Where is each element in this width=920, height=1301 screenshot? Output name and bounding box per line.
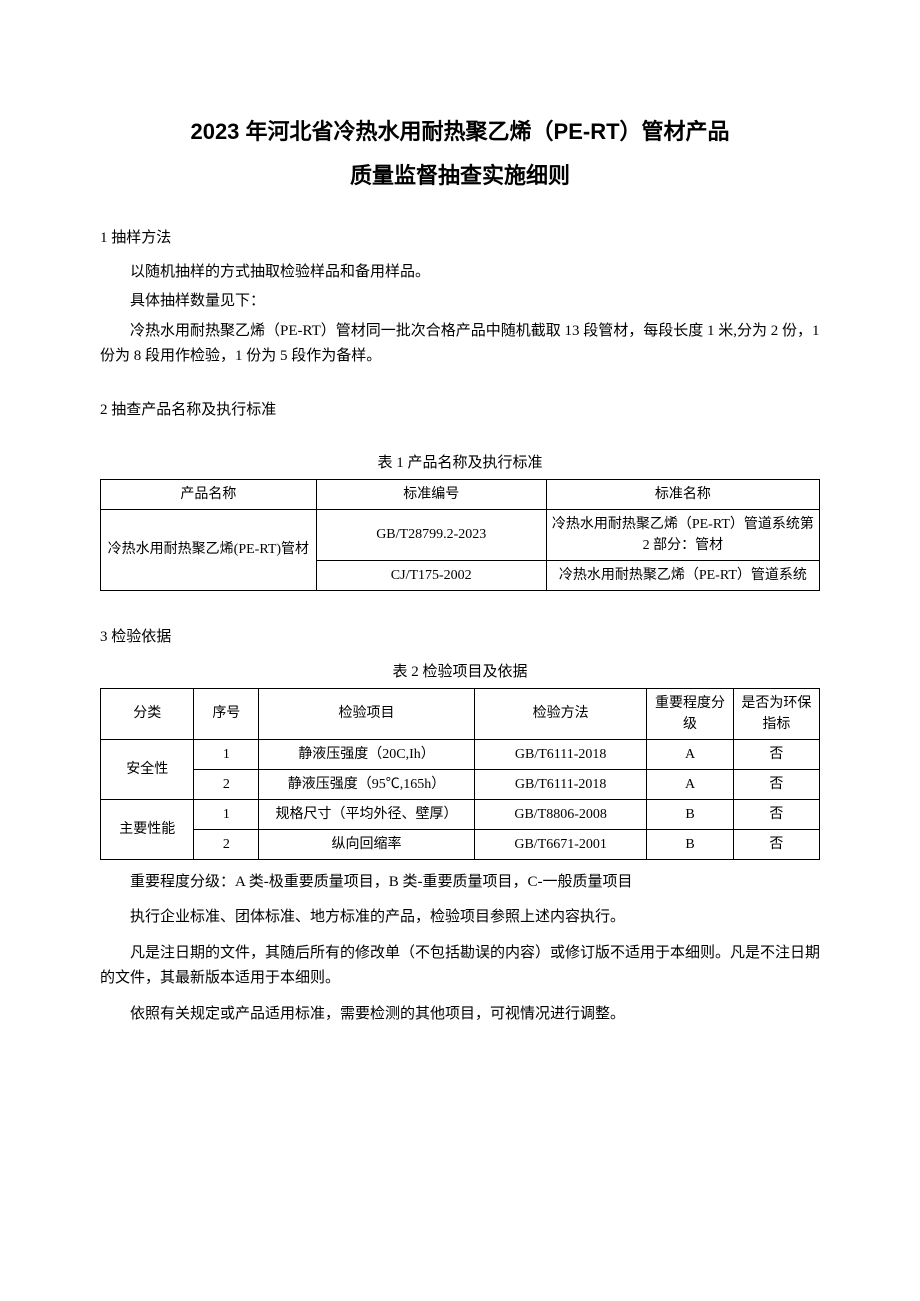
doc-title-line1: 2023 年河北省冷热水用耐热聚乙烯（PE-RT）管材产品 — [100, 110, 820, 154]
section1-heading: 1 抽样方法 — [100, 226, 820, 252]
table2: 分类 序号 检验项目 检验方法 重要程度分级 是否为环保指标 安全性 1 静液压… — [100, 688, 820, 860]
table-row: 2 纵向回缩率 GB/T6671-2001 B 否 — [101, 829, 820, 859]
table2-env-cell: 否 — [733, 739, 819, 769]
table2-header-env: 是否为环保指标 — [733, 688, 819, 739]
table1-product-cell: 冷热水用耐热聚乙烯(PE-RT)管材 — [101, 509, 317, 590]
section1-para3: 冷热水用耐热聚乙烯（PE-RT）管材同一批次合格产品中随机截取 13 段管材，每… — [100, 319, 820, 370]
table2-method-cell: GB/T8806-2008 — [474, 799, 647, 829]
table1-header-code: 标准编号 — [316, 479, 546, 509]
section1-para1: 以随机抽样的方式抽取检验样品和备用样品。 — [100, 260, 820, 286]
table2-caption: 表 2 检验项目及依据 — [100, 660, 820, 686]
table2-grade-cell: A — [647, 739, 733, 769]
table1: 产品名称 标准编号 标准名称 冷热水用耐热聚乙烯(PE-RT)管材 GB/T28… — [100, 479, 820, 591]
table1-stdname-cell: 冷热水用耐热聚乙烯（PE-RT）管道系统 — [546, 560, 819, 590]
note-other-items: 依照有关规定或产品适用标准，需要检测的其他项目，可视情况进行调整。 — [100, 1002, 820, 1028]
table2-seq-cell: 2 — [194, 769, 259, 799]
table2-method-cell: GB/T6111-2018 — [474, 739, 647, 769]
table2-grade-cell: B — [647, 799, 733, 829]
table2-grade-cell: A — [647, 769, 733, 799]
table2-env-cell: 否 — [733, 769, 819, 799]
table2-category-cell: 主要性能 — [101, 799, 194, 859]
table2-header-seq: 序号 — [194, 688, 259, 739]
table2-item-cell: 纵向回缩率 — [259, 829, 475, 859]
note-grading: 重要程度分级：A 类-极重要质量项目，B 类-重要质量项目，C-一般质量项目 — [100, 870, 820, 896]
table2-method-cell: GB/T6671-2001 — [474, 829, 647, 859]
table2-header-row: 分类 序号 检验项目 检验方法 重要程度分级 是否为环保指标 — [101, 688, 820, 739]
table2-env-cell: 否 — [733, 799, 819, 829]
table2-item-cell: 静液压强度（20C,Ih） — [259, 739, 475, 769]
table1-stdname-cell: 冷热水用耐热聚乙烯（PE-RT）管道系统第 2 部分：管材 — [546, 509, 819, 560]
table-row: 安全性 1 静液压强度（20C,Ih） GB/T6111-2018 A 否 — [101, 739, 820, 769]
table2-grade-cell: B — [647, 829, 733, 859]
document-page: 2023 年河北省冷热水用耐热聚乙烯（PE-RT）管材产品 质量监督抽查实施细则… — [0, 0, 920, 1091]
table2-item-cell: 静液压强度（95℃,165h） — [259, 769, 475, 799]
table2-header-item: 检验项目 — [259, 688, 475, 739]
table1-header-row: 产品名称 标准编号 标准名称 — [101, 479, 820, 509]
doc-title-line2: 质量监督抽查实施细则 — [100, 154, 820, 198]
table-row: 主要性能 1 规格尺寸（平均外径、壁厚） GB/T8806-2008 B 否 — [101, 799, 820, 829]
table2-header-grade: 重要程度分级 — [647, 688, 733, 739]
table2-header-category: 分类 — [101, 688, 194, 739]
table2-seq-cell: 1 — [194, 739, 259, 769]
section1-para2: 具体抽样数量见下： — [100, 289, 820, 315]
table1-header-product: 产品名称 — [101, 479, 317, 509]
section2-heading: 2 抽查产品名称及执行标准 — [100, 398, 820, 424]
table1-caption: 表 1 产品名称及执行标准 — [100, 451, 820, 477]
table2-item-cell: 规格尺寸（平均外径、壁厚） — [259, 799, 475, 829]
note-enterprise: 执行企业标准、团体标准、地方标准的产品，检验项目参照上述内容执行。 — [100, 905, 820, 931]
table-row: 冷热水用耐热聚乙烯(PE-RT)管材 GB/T28799.2-2023 冷热水用… — [101, 509, 820, 560]
table1-header-stdname: 标准名称 — [546, 479, 819, 509]
table2-header-method: 检验方法 — [474, 688, 647, 739]
table2-method-cell: GB/T6111-2018 — [474, 769, 647, 799]
table1-code-cell: CJ/T175-2002 — [316, 560, 546, 590]
table2-seq-cell: 2 — [194, 829, 259, 859]
table2-seq-cell: 1 — [194, 799, 259, 829]
section3-heading: 3 检验依据 — [100, 625, 820, 651]
table-row: 2 静液压强度（95℃,165h） GB/T6111-2018 A 否 — [101, 769, 820, 799]
table2-env-cell: 否 — [733, 829, 819, 859]
note-dated-docs: 凡是注日期的文件，其随后所有的修改单（不包括勘误的内容）或修订版不适用于本细则。… — [100, 941, 820, 992]
table2-category-cell: 安全性 — [101, 739, 194, 799]
table1-code-cell: GB/T28799.2-2023 — [316, 509, 546, 560]
